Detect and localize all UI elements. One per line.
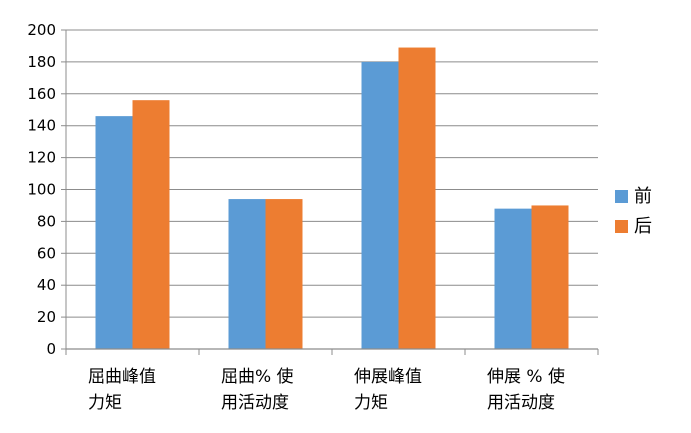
legend-swatch [615, 220, 628, 233]
y-tick-label: 40 [37, 276, 56, 294]
y-tick-label: 20 [37, 308, 56, 326]
bar [228, 199, 266, 349]
y-tick-label: 180 [27, 53, 56, 71]
y-tick-label: 80 [37, 212, 56, 230]
legend-label: 前 [634, 186, 652, 207]
x-category-label: 屈曲% 使 [221, 366, 294, 387]
bar [95, 116, 133, 349]
y-tick-label: 140 [27, 117, 56, 135]
y-tick-label: 120 [27, 149, 56, 167]
x-category-label: 伸展 % 使 [487, 366, 565, 387]
bar [398, 47, 436, 350]
bar [531, 205, 569, 349]
x-category-label: 力矩 [354, 393, 388, 413]
bars [95, 47, 569, 350]
y-tick-label: 160 [27, 85, 56, 103]
axes [61, 29, 599, 355]
y-tick-label: 200 [27, 21, 56, 39]
y-tick-labels: 0 20 40 60 80 100 120 140 160 180 200 [27, 21, 56, 358]
legend: 前后 [615, 186, 652, 237]
y-tick-label: 0 [46, 340, 56, 358]
bar [494, 208, 532, 349]
bar [361, 61, 399, 350]
x-category-label: 用活动度 [221, 393, 289, 413]
legend-swatch [615, 190, 628, 203]
bar [265, 199, 303, 349]
y-tick-label: 100 [27, 181, 56, 199]
legend-label: 后 [634, 216, 652, 237]
x-category-label: 用活动度 [487, 393, 555, 413]
x-category-label: 力矩 [88, 393, 122, 413]
x-category-label: 伸展峰值 [354, 367, 422, 387]
y-tick-label: 60 [37, 244, 56, 262]
bar [132, 100, 170, 350]
x-category-label: 屈曲峰值 [88, 367, 156, 387]
